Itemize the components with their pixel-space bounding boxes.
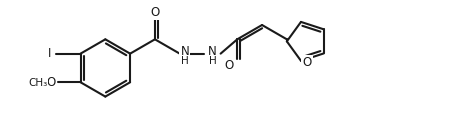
Text: O: O bbox=[46, 76, 55, 89]
Text: N: N bbox=[180, 45, 189, 58]
Text: CH₃: CH₃ bbox=[28, 78, 47, 88]
Text: I: I bbox=[48, 47, 51, 60]
Text: H: H bbox=[208, 56, 216, 66]
Text: N: N bbox=[207, 45, 216, 58]
Text: O: O bbox=[302, 56, 311, 69]
Text: O: O bbox=[224, 59, 233, 72]
Text: O: O bbox=[150, 6, 159, 19]
Text: H: H bbox=[180, 56, 189, 66]
